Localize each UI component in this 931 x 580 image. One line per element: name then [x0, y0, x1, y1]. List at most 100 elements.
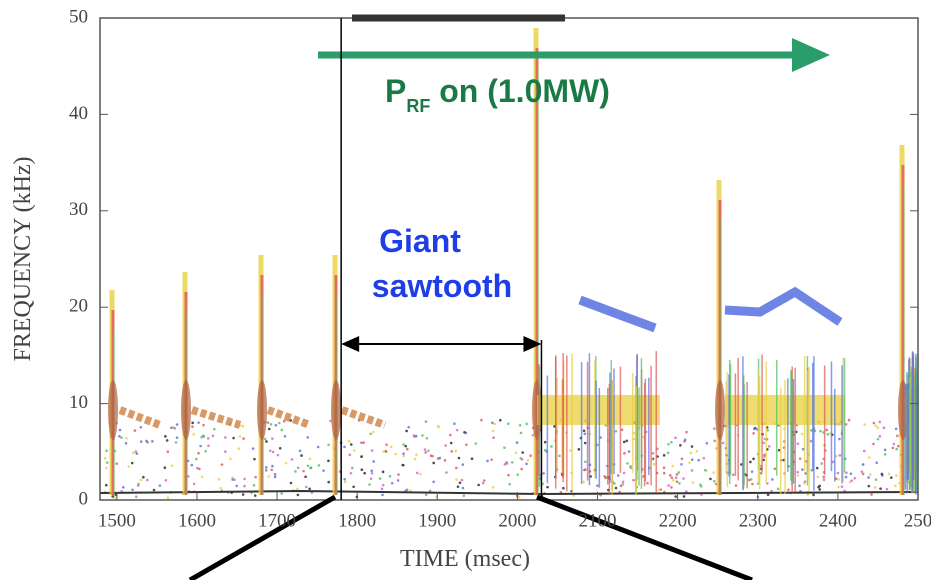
noise-dot — [145, 439, 148, 443]
noise-dot — [838, 437, 841, 441]
noise-dot — [818, 484, 821, 488]
noise-dot — [385, 443, 388, 446]
crash-blob — [331, 380, 341, 440]
noise-dot — [519, 456, 523, 460]
noise-dot — [885, 487, 889, 491]
noise-dot — [175, 423, 179, 426]
noise-dot — [542, 472, 545, 475]
noise-dot — [883, 453, 887, 456]
noise-dot — [674, 476, 678, 480]
noise-dot — [520, 467, 523, 471]
noise-dot — [863, 423, 867, 426]
noise-dot — [721, 441, 725, 445]
noise-dot — [731, 473, 735, 477]
noise-dot — [517, 496, 521, 499]
noise-dot — [516, 473, 520, 476]
noise-dot — [276, 453, 280, 457]
noise-dot — [131, 451, 135, 455]
noise-dot — [166, 450, 170, 454]
noise-dot — [623, 452, 626, 455]
noise-dot — [713, 427, 716, 430]
noise-dot — [273, 475, 277, 479]
y-tick-label: 30 — [69, 199, 88, 220]
noise-dot — [229, 457, 232, 461]
noise-dot — [584, 468, 587, 471]
noise-dot — [493, 422, 497, 426]
noise-dot — [677, 471, 681, 474]
noise-dot — [370, 471, 374, 475]
noise-dot — [862, 449, 866, 453]
noise-dot — [666, 451, 670, 455]
noise-dot — [455, 478, 458, 481]
noise-dot — [145, 478, 149, 482]
noise-dot — [343, 445, 346, 449]
noise-dot — [483, 479, 486, 482]
noise-dot — [105, 449, 108, 453]
noise-dot — [349, 471, 353, 475]
noise-dot — [419, 472, 422, 476]
noise-dot — [503, 446, 506, 449]
mode-trace — [578, 295, 657, 333]
noise-dot — [461, 463, 465, 466]
rf-text: on (1.0MW) — [430, 73, 610, 109]
noise-dot — [224, 436, 227, 439]
y-tick-label: 50 — [69, 6, 88, 27]
noise-dot — [622, 440, 626, 444]
noise-dot — [891, 446, 895, 450]
noise-dot — [237, 447, 241, 450]
noise-dot — [268, 449, 272, 452]
noise-dot — [887, 472, 891, 476]
noise-dot — [424, 451, 427, 454]
noise-dot — [436, 424, 440, 428]
noise-dot — [241, 424, 245, 428]
noise-dot — [491, 486, 495, 489]
noise-dot — [372, 460, 376, 463]
noise-dot — [350, 466, 354, 470]
noise-dot — [233, 478, 236, 481]
noise-dot — [521, 451, 524, 454]
noise-dot — [421, 434, 424, 437]
noise-dot — [190, 463, 194, 467]
sawtooth-label: sawtooth — [372, 268, 512, 304]
noise-dot — [265, 466, 268, 469]
noise-dot — [525, 422, 528, 426]
noise-dot — [762, 458, 765, 462]
noise-dot — [796, 470, 799, 474]
noise-dot — [662, 454, 666, 457]
noise-dot — [800, 432, 804, 436]
mode-trace — [266, 406, 312, 429]
noise-dot — [849, 472, 853, 476]
noise-dot — [507, 422, 510, 426]
noise-dot — [713, 439, 717, 443]
noise-dot — [271, 437, 274, 440]
noise-dot — [432, 480, 435, 484]
noise-dot — [423, 448, 427, 451]
crash-blob — [181, 380, 191, 440]
noise-dot — [703, 468, 707, 472]
noise-dot — [296, 493, 300, 497]
noise-dot — [360, 455, 363, 458]
noise-dot — [104, 466, 108, 470]
noise-dot — [486, 459, 489, 463]
noise-dot — [283, 434, 287, 438]
noise-dot — [762, 441, 765, 445]
noise-dot — [515, 441, 519, 444]
noise-dot — [740, 463, 743, 466]
noise-dot — [191, 421, 194, 425]
noise-dot — [404, 444, 408, 448]
noise-dot — [235, 484, 238, 488]
noise-dot — [196, 466, 199, 470]
noise-dot — [507, 473, 510, 477]
noise-dot — [470, 457, 474, 461]
noise-dot — [134, 450, 138, 453]
noise-dot — [562, 486, 565, 490]
noise-dot — [712, 471, 715, 474]
noise-dot — [191, 425, 194, 428]
noise-dot — [369, 477, 373, 480]
noise-dot — [752, 432, 755, 435]
noise-dot — [867, 476, 870, 479]
noise-dot — [163, 466, 167, 469]
noise-dot — [874, 478, 878, 481]
noise-dot — [370, 449, 374, 452]
noise-dot — [322, 469, 325, 472]
